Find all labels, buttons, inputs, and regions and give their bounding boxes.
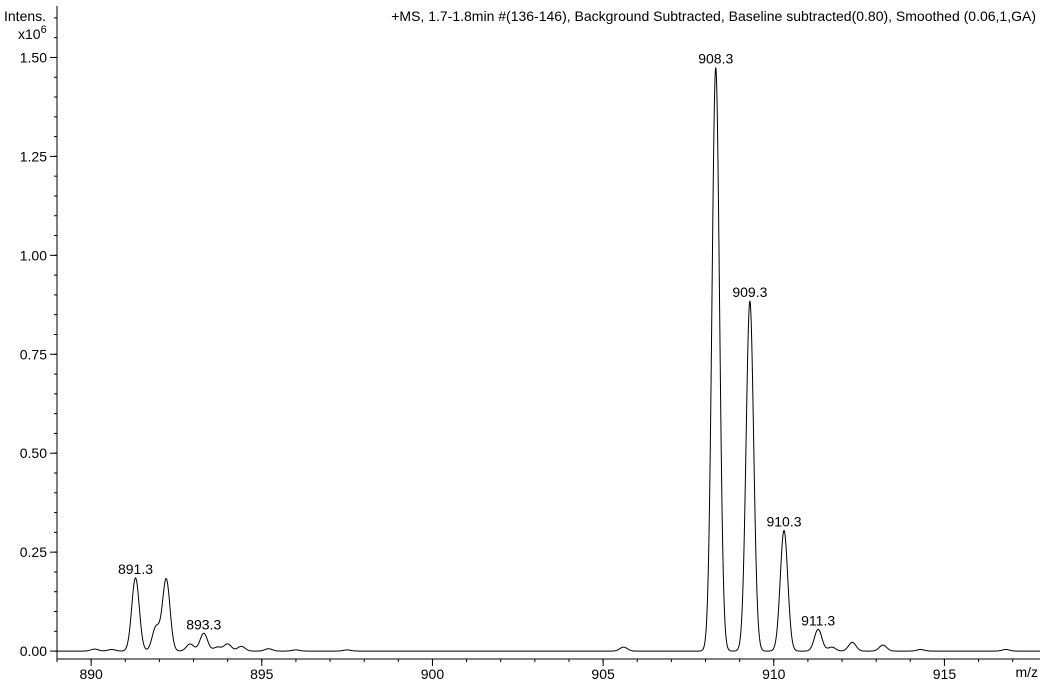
x-tick-label: 890 xyxy=(79,666,103,682)
peak-annotations: 891.3 893.3 908.3 909.3 910.3 911.3 xyxy=(118,50,835,632)
peak-label: 911.3 xyxy=(801,612,835,628)
x-tick-label: 895 xyxy=(250,666,274,682)
y-axis-scale: x106 xyxy=(18,24,47,42)
chart-title: +MS, 1.7-1.8min #(136-146), Background S… xyxy=(391,8,1036,24)
x-axis-ticks: 890 895 900 905 910 915 xyxy=(56,659,1014,682)
y-tick-label: 0.50 xyxy=(20,445,47,461)
y-axis-label: Intens. xyxy=(4,8,46,24)
peak-label: 908.3 xyxy=(698,50,733,66)
peak-label: 909.3 xyxy=(732,284,767,300)
spectrum-trace xyxy=(56,67,1041,652)
peak-label: 891.3 xyxy=(118,561,153,577)
y-axis-scale-base: x10 xyxy=(18,26,41,42)
y-tick-label: 1.50 xyxy=(20,49,47,65)
y-axis-ticks: 0.00 0.25 0.50 0.75 1.00 1.25 1.50 xyxy=(20,17,57,659)
y-tick-label: 1.00 xyxy=(20,247,47,263)
y-tick-label: 0.75 xyxy=(20,346,47,362)
peak-label: 893.3 xyxy=(186,616,221,632)
x-tick-label: 915 xyxy=(933,666,957,682)
plot-area xyxy=(56,67,1041,652)
y-axis-scale-exponent: 6 xyxy=(41,24,47,36)
y-tick-label: 0.25 xyxy=(20,544,47,560)
y-tick-label: 1.25 xyxy=(20,148,47,164)
x-tick-label: 905 xyxy=(591,666,615,682)
x-tick-label: 910 xyxy=(762,666,786,682)
x-tick-label: 900 xyxy=(421,666,445,682)
y-tick-label: 0.00 xyxy=(20,643,47,659)
peak-label: 910.3 xyxy=(766,513,801,529)
x-axis-label: m/z xyxy=(1015,664,1038,680)
